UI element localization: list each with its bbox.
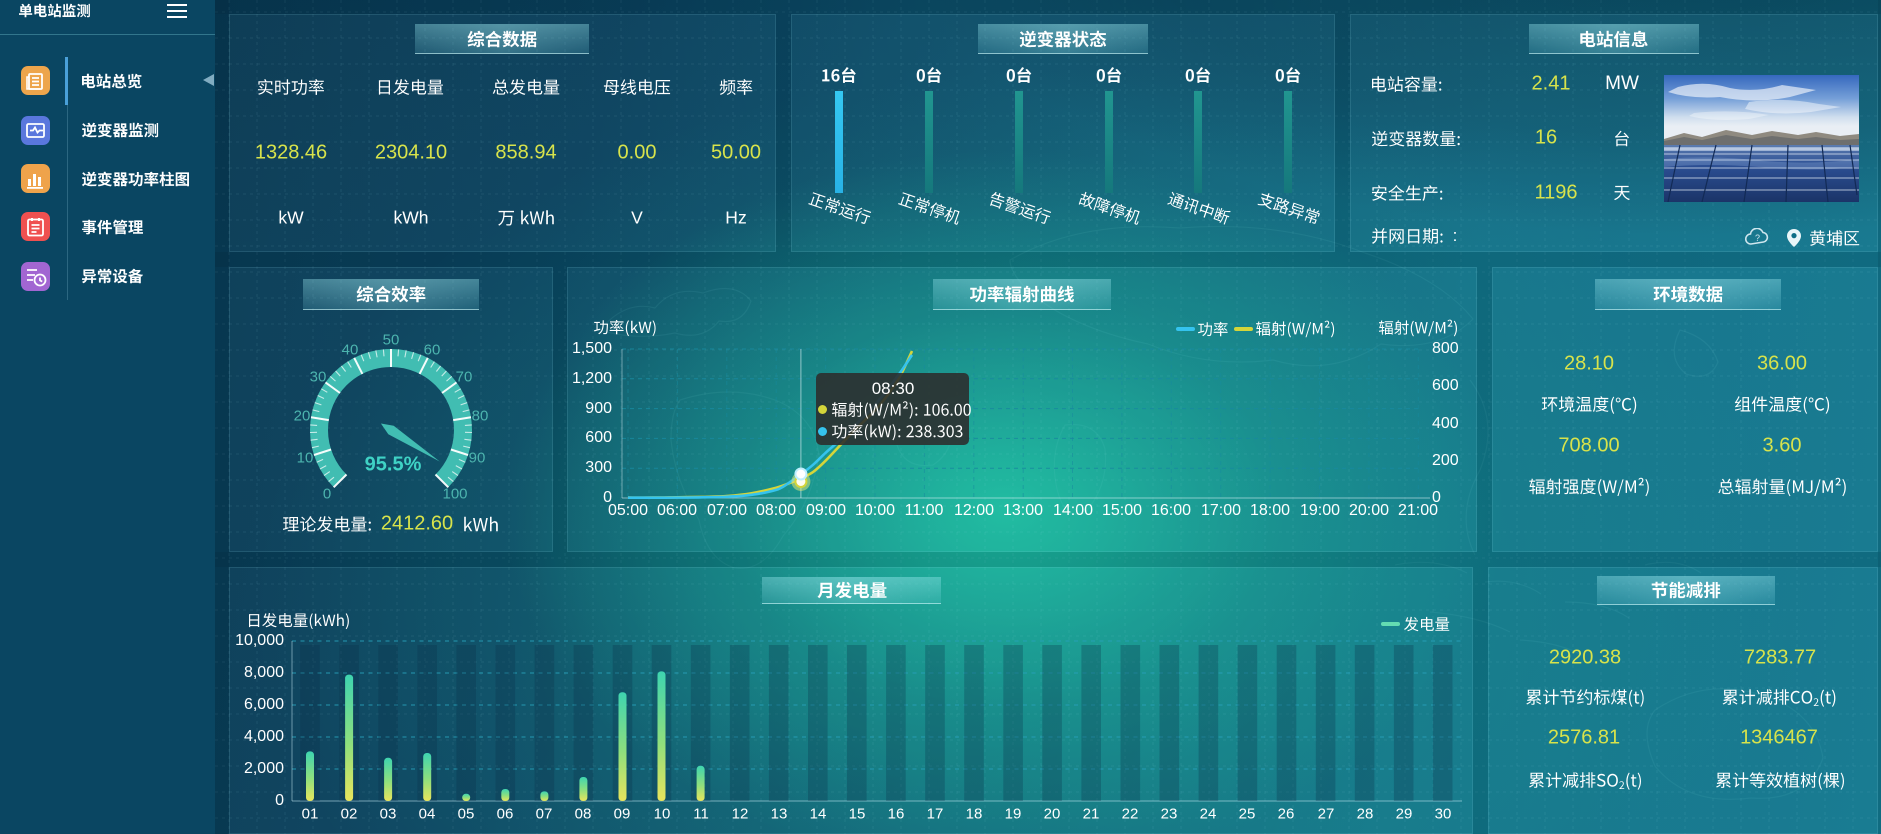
svg-text:?: ?	[1755, 233, 1760, 243]
